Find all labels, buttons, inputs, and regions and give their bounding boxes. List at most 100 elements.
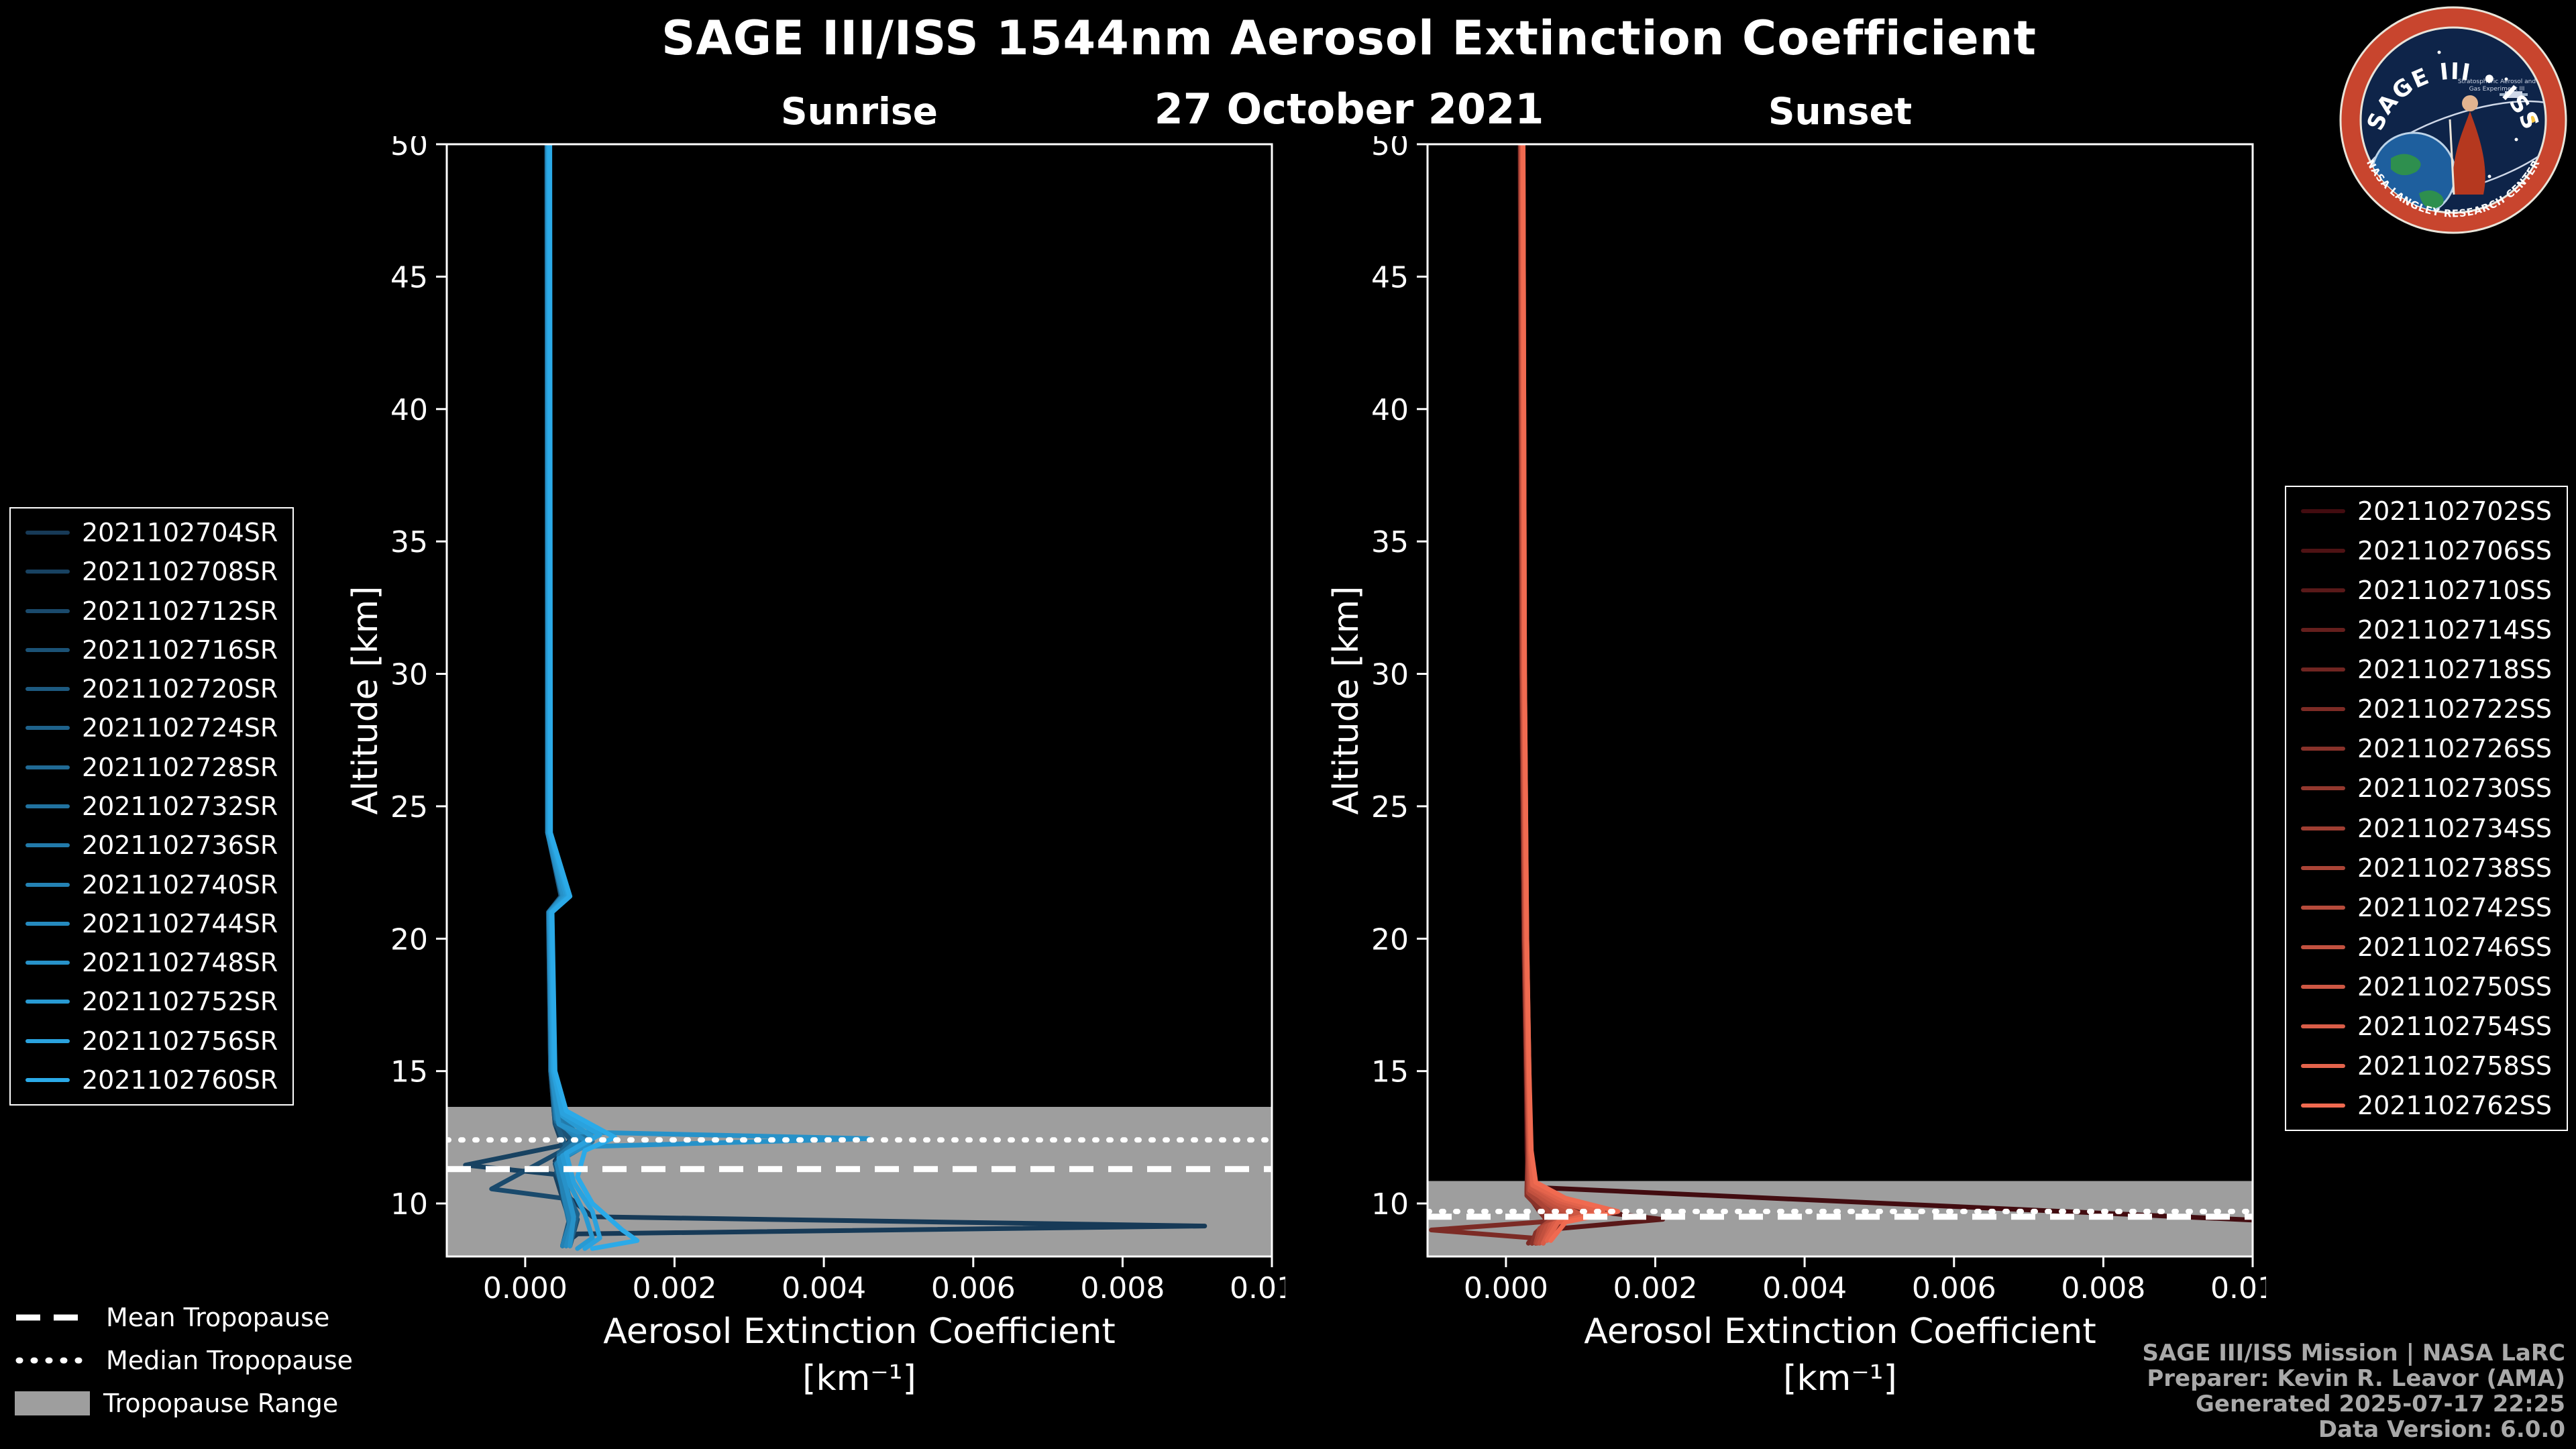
profile-2021102754SS: [1519, 144, 1598, 1246]
sunset-subtitle: Sunset: [1768, 90, 1913, 133]
legend-label: 2021102718SS: [2357, 655, 2552, 685]
logo-satellite: [2500, 91, 2536, 123]
y-tick-label: 40: [390, 393, 428, 427]
legend-item: 2021102714SS: [2300, 615, 2552, 645]
legend-label: 2021102710SS: [2357, 576, 2552, 606]
logo-sun: [2527, 113, 2536, 123]
legend-item: 2021102708SR: [25, 557, 278, 586]
sunrise-x-axis-label: Aerosol Extinction Coefficient [km⁻¹]: [447, 1308, 1272, 1402]
y-tick-label: 40: [1371, 393, 1409, 427]
legend-label: 2021102752SR: [82, 987, 278, 1017]
legend-line-swatch: [2300, 588, 2345, 593]
legend-item: 2021102758SS: [2300, 1051, 2552, 1081]
legend-label: 2021102742SS: [2357, 892, 2552, 922]
legend-line-swatch: [25, 608, 70, 613]
legend-item: 2021102730SS: [2300, 773, 2552, 803]
legend-label: 2021102708SR: [82, 557, 278, 587]
legend-line-swatch: [2300, 786, 2345, 791]
sunrise-legend: 2021102704SR 2021102708SR 2021102712SR 2021…: [9, 507, 294, 1106]
tropopause-range-swatch: [15, 1391, 90, 1415]
mean-tropopause-dash-swatch: [16, 1314, 91, 1321]
legend-line-swatch: [25, 687, 70, 692]
sunset-x-axis-label: Aerosol Extinction Coefficient [km⁻¹]: [1428, 1308, 2253, 1402]
profile-2021102760SR: [547, 144, 640, 1251]
profile-2021102710SS: [1518, 144, 1666, 1246]
x-tick-label: 0.006: [1912, 1271, 1996, 1305]
legend-label: 2021102724SR: [82, 713, 278, 743]
y-tick-label: 20: [1371, 922, 1409, 957]
legend-item: 2021102726SS: [2300, 734, 2552, 763]
legend-label: 2021102754SS: [2357, 1011, 2552, 1041]
profile-2021102722SS: [1429, 144, 1561, 1246]
legend-item: 2021102724SR: [25, 713, 278, 743]
sunset-x-axis-label-units: [km⁻¹]: [1783, 1358, 1897, 1399]
legend-line-swatch: [2300, 826, 2345, 830]
figure-title: SAGE III/ISS 1544nm Aerosol Extinction C…: [661, 11, 2037, 66]
footer-data-version-line: Data Version: 6.0.0: [2318, 1416, 2565, 1444]
sunrise-plot: 0.000 0.002 0.004 0.006 0.008 0.010 10 15 20 25 30…: [390, 136, 1285, 1305]
legend-line-swatch: [25, 804, 70, 808]
y-tick-label: 25: [390, 790, 428, 824]
footer-credits: SAGE III/ISS Mission | NASA LaRC Prepare…: [2143, 1340, 2566, 1442]
x-tick-label: 0.004: [782, 1271, 866, 1305]
legend-item: 2021102738SS: [2300, 853, 2552, 883]
legend-line-swatch: [25, 570, 70, 574]
legend-line-swatch: [2300, 509, 2345, 513]
legend-item: 2021102718SS: [2300, 655, 2552, 685]
median-tropopause-legend-item: Median Tropopause: [15, 1346, 353, 1375]
y-tick-label: 50: [1371, 136, 1409, 162]
logo-subtitle-1: Stratospheric Aerosol and: [2458, 78, 2536, 85]
legend-label: 2021102762SS: [2357, 1090, 2552, 1120]
legend-item: 2021102722SS: [2300, 694, 2552, 724]
footer-mission-line: SAGE III/ISS Mission | NASA LaRC: [2142, 1340, 2566, 1366]
legend-label: 2021102736SR: [82, 830, 278, 861]
mean-tropopause-legend-item: Mean Tropopause: [15, 1303, 353, 1332]
legend-item: 2021102746SS: [2300, 932, 2552, 962]
x-tick-label: 0.002: [633, 1271, 717, 1305]
legend-line-swatch: [25, 921, 70, 926]
legend-line-swatch: [2300, 1063, 2345, 1068]
legend-label: 2021102714SS: [2357, 615, 2552, 645]
legend-item: 2021102716SR: [25, 635, 278, 665]
figure-date: 27 October 2021: [1154, 85, 1544, 133]
legend-line-swatch: [25, 726, 70, 731]
legend-item: 2021102742SS: [2300, 892, 2552, 922]
legend-label: 2021102728SR: [82, 752, 278, 782]
legend-line-swatch: [25, 882, 70, 887]
legend-item: 2021102728SR: [25, 753, 278, 782]
logo-robed-figure: [2453, 111, 2485, 195]
mean-tropopause-label: Mean Tropopause: [106, 1303, 330, 1332]
median-tropopause-label: Median Tropopause: [106, 1346, 353, 1375]
legend-line-swatch: [2300, 707, 2345, 712]
legend-label: 2021102748SR: [82, 948, 278, 978]
tropopause-range-label: Tropopause Range: [103, 1389, 339, 1418]
legend-item: 2021102736SR: [25, 830, 278, 860]
legend-label: 2021102744SR: [82, 908, 278, 938]
x-tick-label: 0.006: [931, 1271, 1016, 1305]
legend-line-swatch: [2300, 549, 2345, 553]
y-tick-label: 15: [390, 1055, 428, 1089]
x-tick-label: 0.000: [1464, 1271, 1548, 1305]
legend-item: 2021102750SS: [2300, 972, 2552, 1002]
y-tick-label: 35: [390, 525, 428, 559]
footer-generated-line: Generated 2025-07-17 22:25: [2196, 1391, 2565, 1418]
legend-label: 2021102734SS: [2357, 813, 2552, 843]
legend-label: 2021102738SS: [2357, 853, 2552, 883]
legend-label: 2021102760SR: [82, 1065, 278, 1095]
legend-line-swatch: [25, 1038, 70, 1043]
axes-frame: [1426, 143, 2254, 1258]
legend-line-swatch: [2300, 747, 2345, 751]
y-tick-label: 10: [390, 1187, 428, 1222]
legend-line-swatch: [2300, 667, 2345, 672]
legend-label: 2021102746SS: [2357, 932, 2552, 962]
plot-area: [447, 144, 1272, 1256]
legend-line-swatch: [25, 961, 70, 965]
sage-iii-iss-logo: Stratospheric Aerosol and Gas Experiment…: [2339, 6, 2567, 234]
y-tick-label: 30: [390, 658, 428, 692]
legend-item: 2021102734SS: [2300, 813, 2552, 843]
median-tropopause-dot-swatch: [15, 1357, 92, 1364]
tropopause-range-legend-item: Tropopause Range: [15, 1389, 353, 1418]
x-tick-label: 0.004: [1762, 1271, 1847, 1305]
legend-line-swatch: [25, 1077, 70, 1082]
